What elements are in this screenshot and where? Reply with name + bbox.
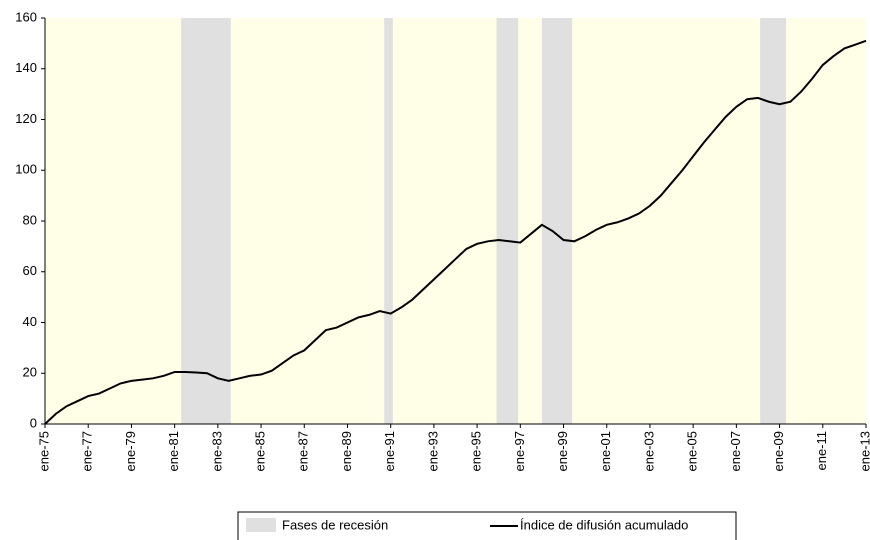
x-tick-label: ene-77 bbox=[80, 431, 95, 471]
recession-band bbox=[541, 18, 573, 424]
legend-label: Índice de difusión acumulado bbox=[520, 517, 688, 532]
legend-label: Fases de recesión bbox=[282, 517, 388, 532]
x-tick-label: ene-93 bbox=[425, 431, 440, 471]
y-tick-label: 140 bbox=[15, 60, 37, 75]
x-tick-label: ene-89 bbox=[339, 431, 354, 471]
x-tick-label: ene-85 bbox=[252, 431, 267, 471]
x-tick-label: ene-07 bbox=[728, 431, 743, 471]
y-tick-label: 100 bbox=[15, 162, 37, 177]
x-tick-label: ene-03 bbox=[641, 431, 656, 471]
x-tick-label: ene-05 bbox=[685, 431, 700, 471]
y-tick-label: 20 bbox=[23, 365, 37, 380]
series-line bbox=[44, 39, 867, 425]
legend-box bbox=[237, 511, 737, 540]
x-tick-label: ene-75 bbox=[36, 431, 51, 471]
x-tick-label: ene-81 bbox=[166, 431, 181, 471]
x-tick-label: ene-83 bbox=[209, 431, 224, 471]
y-tick-label: 60 bbox=[23, 263, 37, 278]
x-tick-label: ene-87 bbox=[296, 431, 311, 471]
recession-band bbox=[384, 18, 393, 424]
x-tick-label: ene-91 bbox=[382, 431, 397, 471]
y-tick-label: 120 bbox=[15, 111, 37, 126]
x-tick-label: ene-79 bbox=[123, 431, 138, 471]
y-tick-label: 80 bbox=[23, 212, 37, 227]
x-tick-label: ene-09 bbox=[771, 431, 786, 471]
x-tick-label: ene-01 bbox=[598, 431, 613, 471]
y-tick-label: 0 bbox=[30, 415, 37, 430]
recession-band bbox=[496, 18, 519, 424]
x-tick-label: ene-95 bbox=[469, 431, 484, 471]
x-tick-label: ene-99 bbox=[555, 431, 570, 471]
x-tick-label: ene-13 bbox=[857, 431, 870, 471]
legend-swatch bbox=[246, 518, 276, 532]
y-tick-label: 160 bbox=[15, 9, 37, 24]
recession-band bbox=[760, 18, 787, 424]
plot-area bbox=[45, 18, 866, 424]
x-tick-label: ene-97 bbox=[512, 431, 527, 471]
x-tick-label: ene-11 bbox=[814, 431, 829, 471]
y-tick-label: 40 bbox=[23, 314, 37, 329]
recession-band bbox=[181, 18, 231, 424]
